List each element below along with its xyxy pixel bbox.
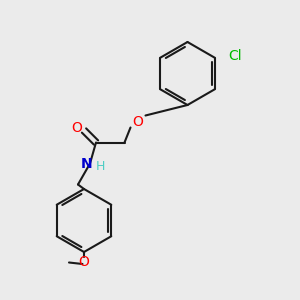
Text: N: N bbox=[81, 157, 93, 170]
Text: O: O bbox=[133, 115, 143, 128]
Text: H: H bbox=[96, 160, 105, 173]
Text: Cl: Cl bbox=[228, 49, 242, 63]
Text: O: O bbox=[71, 121, 82, 134]
Text: O: O bbox=[79, 256, 89, 269]
